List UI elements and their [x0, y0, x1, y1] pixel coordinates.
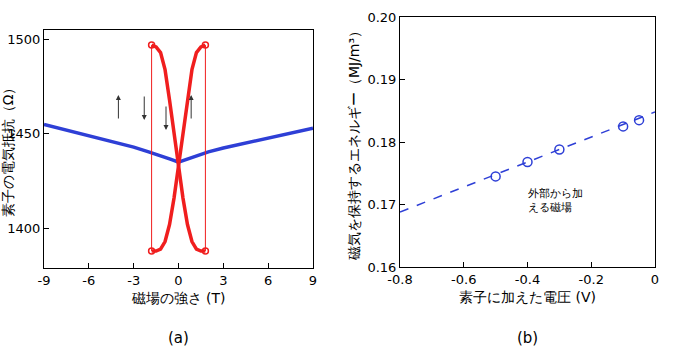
svg-text:0.20: 0.20 [367, 10, 396, 25]
svg-text:(b): (b) [517, 329, 538, 347]
svg-text:9: 9 [309, 273, 317, 288]
svg-text:磁場の強さ (T): 磁場の強さ (T) [131, 290, 226, 306]
svg-text:0.16: 0.16 [367, 260, 396, 275]
svg-text:-0.4: -0.4 [515, 272, 540, 287]
svg-text:1500: 1500 [7, 32, 40, 47]
svg-text:1450: 1450 [7, 126, 40, 141]
svg-text:-0.8: -0.8 [387, 272, 412, 287]
svg-text:素子の電気抵抗（Ω）: 素子の電気抵抗（Ω） [0, 81, 16, 218]
svg-text:3: 3 [219, 273, 227, 288]
svg-text:-6: -6 [82, 273, 95, 288]
svg-text:0: 0 [651, 272, 659, 287]
svg-text:0.17: 0.17 [367, 197, 396, 212]
svg-text:-0.2: -0.2 [579, 272, 604, 287]
svg-text:-9: -9 [38, 273, 51, 288]
svg-text:(a): (a) [168, 329, 189, 347]
svg-text:磁気を保持するエネルギー（MJ/m³）: 磁気を保持するエネルギー（MJ/m³） [346, 24, 362, 261]
svg-text:0.18: 0.18 [367, 135, 396, 150]
svg-text:0: 0 [174, 273, 182, 288]
svg-text:-3: -3 [127, 273, 140, 288]
svg-text:外部から加える磁場: 外部から加える磁場 [528, 187, 583, 214]
svg-text:0.19: 0.19 [367, 72, 396, 87]
svg-text:-0.6: -0.6 [451, 272, 476, 287]
svg-text:6: 6 [264, 273, 272, 288]
svg-text:素子に加えた電圧 (V): 素子に加えた電圧 (V) [459, 289, 596, 305]
svg-text:1400: 1400 [7, 221, 40, 236]
